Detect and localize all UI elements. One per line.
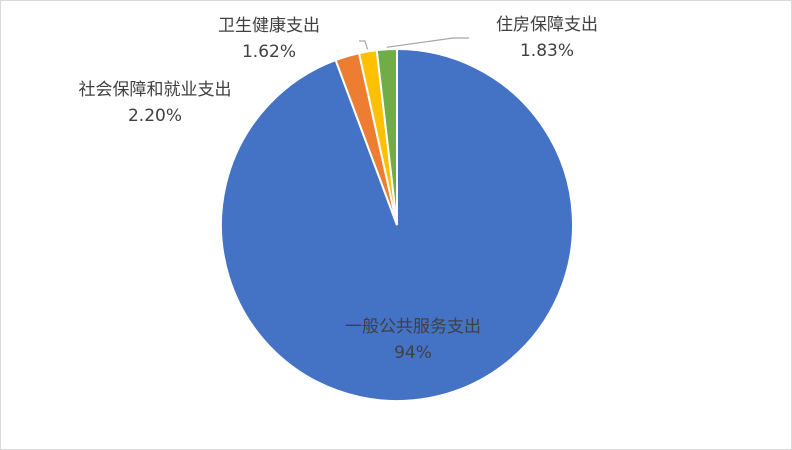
pie-slice [375, 47, 398, 226]
leader-line [359, 40, 369, 50]
pie-slices [220, 47, 574, 402]
leader-lines [359, 37, 469, 50]
slice-label-value: 2.20% [128, 106, 182, 126]
slice-label-value: 1.62% [242, 42, 296, 62]
slice-label-name: 一般公共服务支出 [345, 317, 481, 337]
slice-label-value: 94% [394, 343, 432, 363]
slice-label-name: 住房保障支出 [496, 15, 598, 35]
slice-label-value: 1.83% [520, 41, 574, 61]
slice-label-name: 卫生健康支出 [218, 16, 320, 36]
leader-line [386, 37, 469, 48]
slice-label-name: 社会保障和就业支出 [79, 80, 232, 100]
